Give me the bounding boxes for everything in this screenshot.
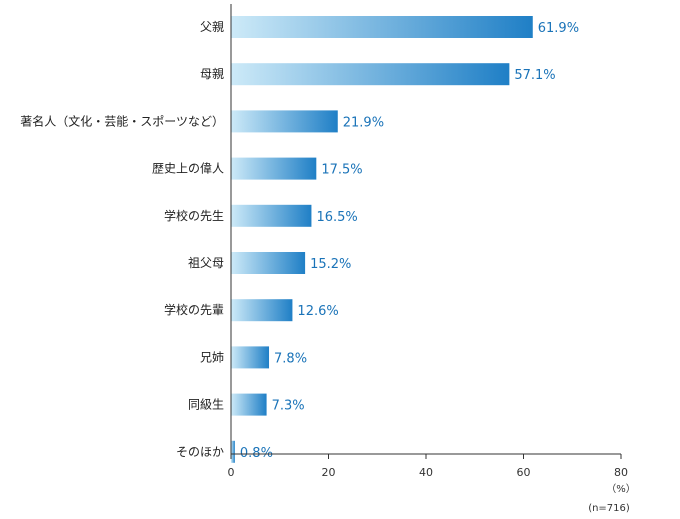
bar [231,346,270,369]
x-tick-label: 80 [614,466,628,479]
bar [231,252,306,274]
bars-group: 父親 61.9% 母親 57.1% 著名人（文化・芸能・スポーツなど） 21.9% 歴史上の… [20,16,579,463]
bar [231,157,317,180]
value-label: 7.8% [274,351,307,366]
bar [231,393,267,416]
bar [231,204,312,227]
category-label: 父親 [200,20,224,34]
category-label: 著名人（文化・芸能・スポーツなど） [20,113,224,128]
bar [231,63,510,86]
value-label: 12.6% [297,304,338,319]
value-label: 17.5% [321,163,362,178]
x-tick-label: 40 [419,466,433,479]
category-label: 兄姉 [200,349,224,364]
value-label: 15.2% [310,257,351,272]
category-label: 学校の先輩 [164,302,224,317]
x-tick-label: 60 [517,466,531,479]
x-axis-unit-label: （%） [606,483,636,495]
category-label: 学校の先生 [164,208,224,223]
x-axis: 0 20 40 60 80 [228,4,628,479]
value-label: 16.5% [316,210,357,225]
category-label: 母親 [200,67,224,81]
bar [231,16,533,38]
sample-size-note: (n=716) [588,503,630,514]
value-label: 0.8% [240,446,273,461]
value-label: 21.9% [343,115,384,130]
bar [231,299,293,322]
value-label: 57.1% [514,68,555,83]
x-tick-label: 0 [228,466,235,479]
category-label: 祖父母 [188,255,224,270]
bar [231,440,235,463]
bar [231,110,338,133]
category-label: 歴史上の偉人 [152,162,224,176]
value-label: 7.3% [272,399,305,414]
category-label: そのほか [176,445,224,459]
value-label: 61.9% [538,21,579,36]
x-tick-label: 20 [322,466,336,479]
category-label: 同級生 [188,398,224,412]
